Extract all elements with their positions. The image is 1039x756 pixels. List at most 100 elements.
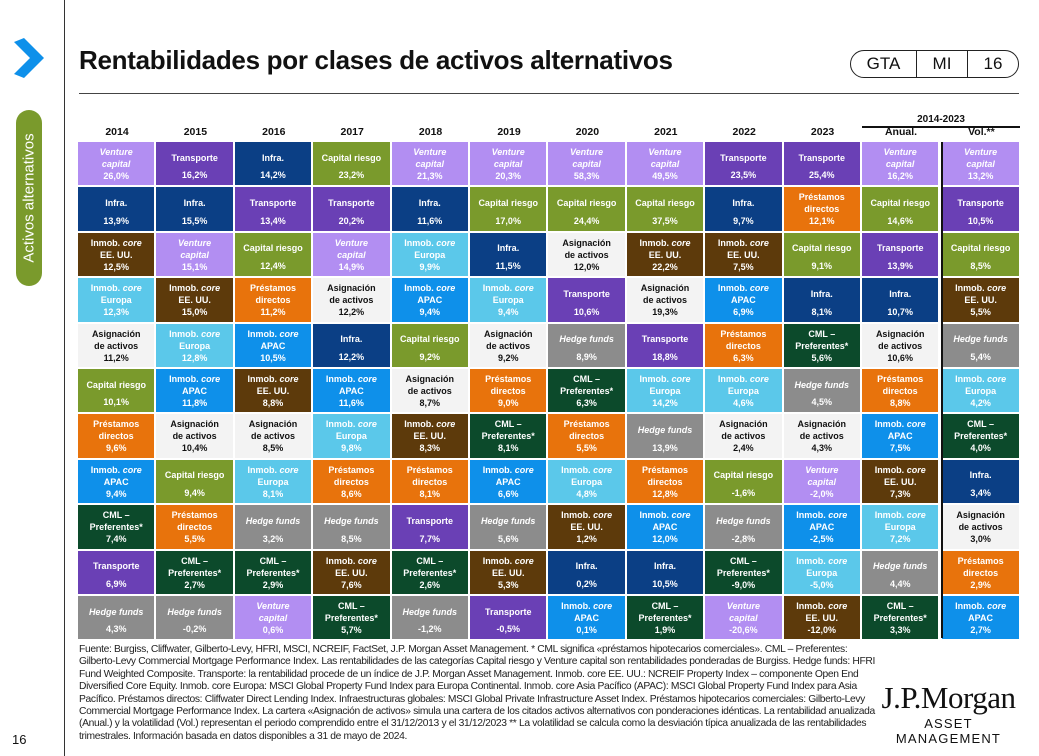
cell-pd: Préstamos directos 8,6% xyxy=(313,459,390,504)
cell-value: 7,5% xyxy=(733,261,754,272)
cell-cr: Capital riesgo 9,2% xyxy=(391,323,468,367)
cell-value: 8,1% xyxy=(419,488,441,499)
cell-apac: Inmob. core APAC 6,6% xyxy=(470,459,547,504)
cell-value: 3,4% xyxy=(970,488,991,499)
cell-value: 2,6% xyxy=(419,579,441,590)
cell-value: 22,2% xyxy=(652,261,678,272)
cell-value: 6,3% xyxy=(576,398,597,408)
cell-value: 12,5% xyxy=(103,261,129,272)
cell-label: Hedge funds xyxy=(794,379,850,390)
cell-label: Infra. xyxy=(810,288,833,299)
cell-value: 2,9% xyxy=(970,579,991,590)
cell-value: 10,6% xyxy=(573,306,600,317)
cell-pd: Préstamos directos 5,5% xyxy=(156,505,233,549)
cell-value: 12,0% xyxy=(573,261,600,272)
cell-infra: Infra. 3,4% xyxy=(942,459,1019,504)
cell-label: Venture capital xyxy=(256,601,290,623)
cell-label: Capital riesgo xyxy=(478,198,538,209)
cell-label: Hedge funds xyxy=(324,515,379,526)
cell-asig: Asignación de activos 4,3% xyxy=(783,414,860,458)
cell-value: 12,2% xyxy=(338,351,365,362)
cell-value: 5,5% xyxy=(970,307,991,318)
cell-infra: Infra. 11,5% xyxy=(470,232,547,277)
cell-value: 10,5% xyxy=(260,352,286,363)
cell-label: Asignación de activos xyxy=(170,419,219,442)
cell-label: Inmob. core APAC xyxy=(796,510,848,533)
cell-value: 21,3% xyxy=(417,171,443,181)
cell-label: Transporte xyxy=(328,198,375,209)
cell-cr: Capital riesgo 9,1% xyxy=(783,232,860,277)
cell-infra: Infra. 13,9% xyxy=(78,187,155,231)
cell-asig: Asignación de activos 10,6% xyxy=(862,323,939,367)
cell-hf: Hedge funds -1,2% xyxy=(391,596,468,640)
cell-value: 49,5% xyxy=(652,171,678,181)
cell-value: -2,8% xyxy=(731,533,756,544)
cell-label: Transporte xyxy=(484,606,532,617)
cell-label: Hedge funds xyxy=(872,561,928,572)
cell-eur: Inmob. core Europa 9,4% xyxy=(470,278,547,322)
cell-label: Inmob. core APAC xyxy=(169,374,221,396)
cell-apac: Inmob. core APAC 6,9% xyxy=(705,278,782,322)
cell-label: Inmob. core Europa xyxy=(561,464,613,487)
cell-value: 5,7% xyxy=(341,625,362,635)
cell-value: 5,3% xyxy=(497,579,519,590)
cell-value: 14,2% xyxy=(260,170,286,181)
cell-label: Préstamos directos xyxy=(485,374,532,396)
cell-label: Inmob. core APAC xyxy=(247,328,299,351)
cell-value: 12,3% xyxy=(103,307,129,318)
cell-eur: Inmob. core Europa 12,3% xyxy=(78,278,155,322)
cell-label: Transporte xyxy=(406,515,454,526)
cell-value: 4,2% xyxy=(970,398,991,408)
column-header: Vol.** xyxy=(968,126,995,138)
cell-value: 58,3% xyxy=(573,171,600,181)
cell-value: 12,4% xyxy=(260,261,286,272)
cell-asig: Asignación de activos 12,2% xyxy=(313,278,390,322)
cell-value: 20,3% xyxy=(495,171,521,181)
cell-tr: Transporte 25,4% xyxy=(783,142,860,186)
cell-tr: Transporte 20,2% xyxy=(313,187,390,231)
cell-value: 7,5% xyxy=(889,443,911,454)
cell-value: 5,5% xyxy=(576,443,597,454)
section-tab[interactable]: Activos alternativos xyxy=(16,110,42,286)
cell-value: -12,0% xyxy=(807,625,837,635)
cell-cml: CML – Preferentes* 5,6% xyxy=(783,323,860,367)
cell-value: 8,7% xyxy=(419,398,441,408)
cell-value: 15,1% xyxy=(181,261,208,272)
cell-vc: Venture capital 15,1% xyxy=(156,232,233,277)
column-header: 2016 xyxy=(262,126,286,138)
cell-value: 19,3% xyxy=(652,307,678,318)
cell-infra: Infra. 12,2% xyxy=(313,323,390,367)
cell-label: Préstamos directos xyxy=(406,464,453,487)
cell-value: 16,2% xyxy=(181,170,208,181)
cell-label: Inmob. core EE. UU. xyxy=(325,555,377,578)
cell-cml: CML – Preferentes* 2,7% xyxy=(156,550,233,594)
cell-usa: Inmob. core EE. UU. 7,6% xyxy=(313,550,390,594)
cell-value: 14,6% xyxy=(887,215,913,226)
cell-label: Asignación de activos xyxy=(91,328,141,351)
cell-label: Inmob. core APAC xyxy=(955,601,1007,623)
cell-pd: Préstamos directos 11,2% xyxy=(234,278,312,322)
cell-infra: Infra. 15,5% xyxy=(156,187,233,231)
cell-value: 23,2% xyxy=(338,170,365,181)
cell-value: 26,0% xyxy=(103,171,129,181)
cell-value: 9,6% xyxy=(105,443,127,454)
cell-label: CML – Preferentes* xyxy=(954,419,1008,442)
cell-vc: Venture capital 26,0% xyxy=(78,142,155,186)
cell-label: Transporte xyxy=(876,243,924,254)
cell-value: 13,9% xyxy=(652,442,678,453)
cell-value: 12,8% xyxy=(652,488,678,499)
cell-value: -9,0% xyxy=(731,579,756,590)
cell-label: Préstamos directos xyxy=(563,419,610,442)
cell-value: 18,8% xyxy=(652,351,678,362)
cell-value: 2,7% xyxy=(970,625,991,635)
cell-value: -1,2% xyxy=(418,624,442,635)
cell-label: CML – Preferentes* xyxy=(716,555,770,578)
cell-vc: Venture capital 21,3% xyxy=(391,142,468,186)
cell-value: 8,3% xyxy=(419,443,441,454)
cell-value: 17,0% xyxy=(495,215,521,226)
cell-value: 14,9% xyxy=(338,261,365,272)
cell-label: Venture capital xyxy=(177,237,212,260)
cell-tr: Transporte 10,5% xyxy=(942,187,1019,231)
badge-page: 16 xyxy=(967,51,1018,77)
cell-label: Inmob. core APAC xyxy=(325,374,377,396)
